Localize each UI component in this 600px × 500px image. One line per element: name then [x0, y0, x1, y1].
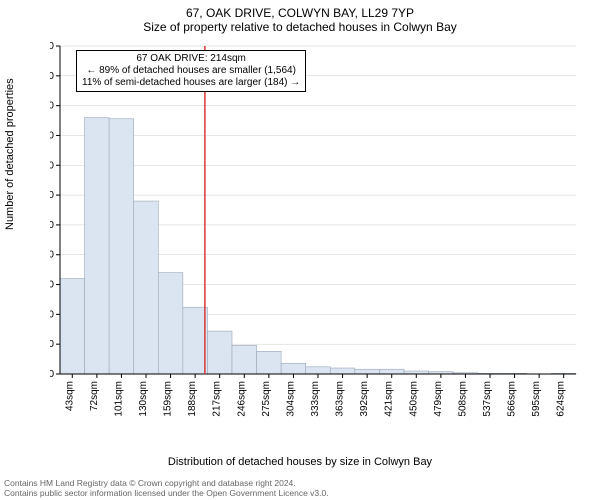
x-tick-label: 275sqm [261, 381, 272, 417]
x-tick-label: 217sqm [212, 381, 223, 417]
x-tick-label: 537sqm [482, 381, 493, 417]
histogram-bar [306, 367, 331, 374]
annotation-line-2: ← 89% of detached houses are smaller (1,… [82, 65, 300, 77]
footer-attribution: Contains HM Land Registry data © Crown c… [4, 479, 329, 498]
histogram-bar [257, 351, 282, 374]
x-tick-label: 188sqm [187, 381, 198, 417]
histogram-bar [60, 279, 85, 374]
histogram-bar [232, 345, 257, 374]
y-tick-label: 50 [50, 339, 54, 350]
histogram-bar [183, 307, 208, 374]
x-tick-label: 72sqm [89, 381, 100, 411]
y-tick-label: 350 [50, 160, 54, 171]
x-tick-label: 479sqm [433, 381, 444, 417]
x-tick-label: 595sqm [531, 381, 542, 417]
histogram-bar [355, 369, 380, 374]
footer-line-2: Contains public sector information licen… [4, 489, 329, 498]
histogram-bar [134, 201, 159, 374]
histogram-bar [109, 119, 134, 374]
histogram-bar [158, 273, 183, 374]
x-tick-label: 130sqm [138, 381, 149, 417]
x-tick-label: 246sqm [236, 381, 247, 417]
x-tick-label: 450sqm [408, 381, 419, 417]
y-tick-label: 100 [50, 309, 54, 320]
y-tick-label: 250 [50, 220, 54, 231]
y-tick-label: 550 [50, 42, 54, 52]
x-tick-label: 333sqm [310, 381, 321, 417]
x-axis-label: Distribution of detached houses by size … [0, 456, 600, 468]
histogram-chart: 0 50 100 150 200 250 300 350 400 450 500 550 43sqm 72… [50, 42, 580, 422]
x-tick-label: 304sqm [285, 381, 296, 417]
y-tick-label: 150 [50, 280, 54, 291]
y-tick-label: 0 [50, 369, 54, 380]
histogram-bar [330, 368, 355, 374]
x-tick-label: 624sqm [556, 381, 567, 417]
histogram-bar [379, 369, 404, 374]
x-tick-label: 392sqm [359, 381, 370, 417]
histogram-bar [207, 331, 232, 374]
annotation-line-1: 67 OAK DRIVE: 214sqm [82, 53, 300, 65]
annotation-box: 67 OAK DRIVE: 214sqm ← 89% of detached h… [76, 50, 306, 92]
y-axis-label: Number of detached properties [4, 78, 16, 230]
x-tick-label: 508sqm [457, 381, 468, 417]
y-tick-label: 200 [50, 250, 54, 261]
x-tick-label: 159sqm [163, 381, 174, 417]
page-title: 67, OAK DRIVE, COLWYN BAY, LL29 7YP [0, 6, 600, 20]
y-tick-label: 300 [50, 190, 54, 201]
y-tick-label: 500 [50, 71, 54, 82]
y-tick-label: 450 [50, 101, 54, 112]
y-tick-label: 400 [50, 130, 54, 141]
annotation-line-3: 11% of semi-detached houses are larger (… [82, 77, 300, 89]
x-tick-label: 566sqm [507, 381, 518, 417]
x-tick-label: 363sqm [335, 381, 346, 417]
page-subtitle: Size of property relative to detached ho… [0, 20, 600, 34]
histogram-bar [85, 118, 110, 374]
title-block: 67, OAK DRIVE, COLWYN BAY, LL29 7YP Size… [0, 0, 600, 34]
x-tick-label: 101sqm [113, 381, 124, 417]
histogram-bar [281, 363, 306, 374]
plot-area: 0 50 100 150 200 250 300 350 400 450 500 550 43sqm 72… [50, 42, 580, 422]
x-tick-label: 43sqm [64, 381, 75, 411]
x-tick-label: 421sqm [384, 381, 395, 417]
